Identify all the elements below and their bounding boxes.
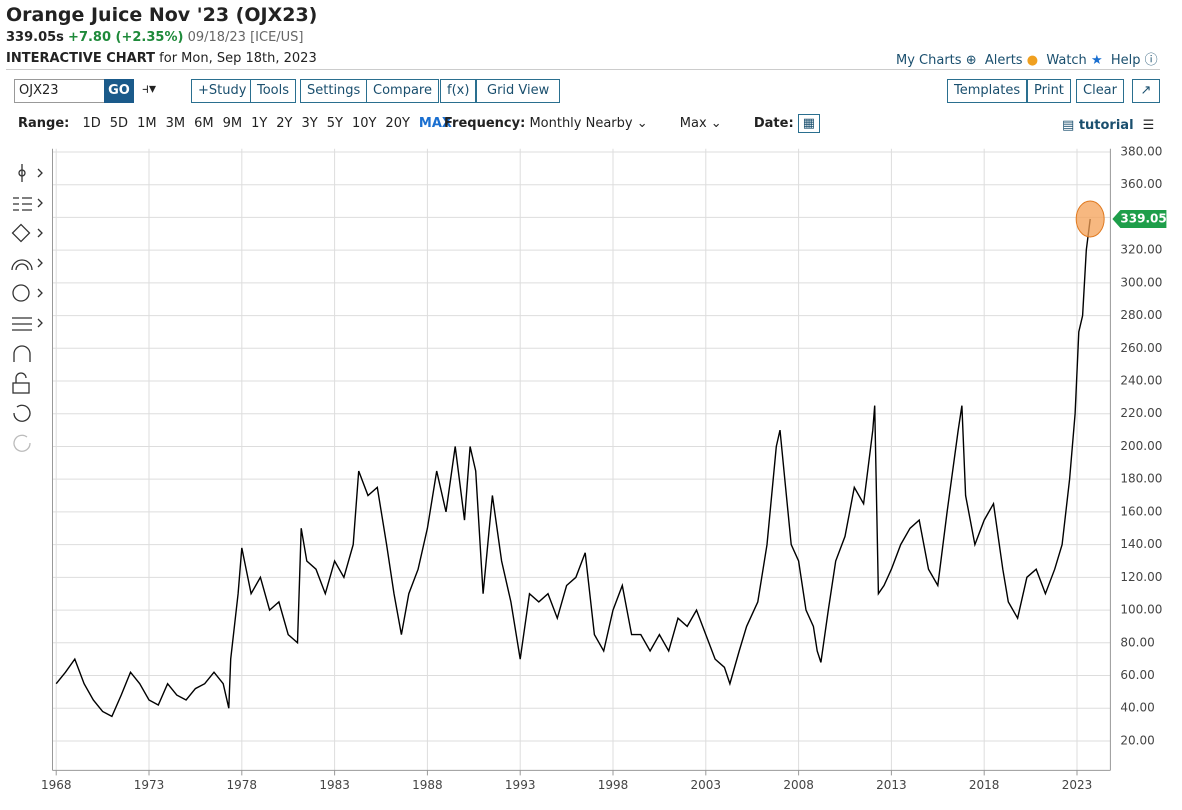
go-button[interactable]: GO [104,79,134,103]
range-option[interactable]: 2Y [276,116,293,131]
last-price-label: 339.05 [1120,211,1166,225]
y-tick-label: 40.00 [1120,701,1154,715]
range-label: Range: [18,116,70,131]
y-tick-label: 80.00 [1120,635,1154,649]
tool-icons [11,164,43,452]
button[interactable]: Clear [1076,79,1124,103]
y-tick-label: 120.00 [1120,570,1162,584]
button[interactable]: Tools [250,79,297,103]
x-tick-label: 1988 [412,778,443,792]
x-tick-label: 1978 [227,778,258,792]
range-option[interactable]: 5Y [326,116,343,131]
button[interactable]: Settings [300,79,368,103]
range-option[interactable]: 1M [137,116,157,131]
button[interactable]: Compare [366,79,439,103]
button[interactable]: +Study [191,79,254,103]
link[interactable]: Alerts [984,53,1023,68]
date-label: Date: [753,116,794,131]
tutorial[interactable]: ▤ tutorial ☰ [1062,118,1155,133]
y-tick-label: 100.00 [1120,603,1162,617]
x-tick-label: 2008 [783,778,814,792]
range-option[interactable]: 20Y [385,116,410,131]
frequency-select[interactable]: Monthly Nearby [529,116,633,131]
x-tick-label: 2018 [969,778,1000,792]
button[interactable]: Grid View [476,79,561,103]
x-tick-label: 1998 [598,778,629,792]
chart-date: for Mon, Sep 18th, 2023 [159,51,317,66]
y-tick-label: 220.00 [1120,406,1162,420]
range-bar: Range: 1D 5D 1M 3M 6M 9M 1Y 2Y 3Y 5Y 10Y 20Y MAX [18,116,452,131]
link[interactable]: Help [1110,53,1141,68]
x-tick-label: 1983 [319,778,350,792]
x-tick-label: 1973 [134,778,165,792]
divider [6,69,1160,70]
range-option[interactable]: 1D [82,116,101,131]
frequency: Frequency: Monthly Nearby ⌄ Max ⌄ Date: … [444,114,821,133]
link[interactable]: Watch [1046,53,1087,68]
y-tick-label: 320.00 [1120,243,1162,257]
y-tick-label: 300.00 [1120,275,1162,289]
button[interactable]: Templates [947,79,1028,103]
y-tick-label: 60.00 [1120,668,1154,682]
range-option[interactable]: 1Y [251,116,268,131]
change: +7.80 (+2.35%) [68,30,184,45]
y-tick-label: 160.00 [1120,504,1162,518]
quote: 339.05s +7.80 (+2.35%) 09/18/23 [ICE/US] [6,30,304,45]
y-tick-label: 20.00 [1120,733,1154,747]
chart: 20.00 40.00 60.00 80.00 100.00 120.00 140.00 16… [41,144,1167,792]
symbol-input[interactable]: OJX23 [14,79,110,103]
range-option[interactable]: 9M [222,116,243,131]
last-price-box [1112,209,1167,228]
max-select[interactable]: Max [679,116,707,131]
y-tick-label: 380.00 [1120,144,1162,158]
y-tick-label: 360.00 [1120,177,1162,191]
tutorial-label: tutorial [1078,118,1134,133]
title: Orange Juice Nov '23 (OJX23) [6,4,318,26]
quote-info: 09/18/23 [ICE/US] [187,30,304,45]
price: 339.05s [6,30,64,45]
y-tick-label: 260.00 [1120,341,1162,355]
button[interactable]: Print [1027,79,1071,103]
x-tick-label: 1968 [41,778,72,792]
y-tick-label: 240.00 [1120,374,1162,388]
button[interactable]: f(x) [440,79,477,103]
x-tick-label: 2013 [876,778,907,792]
highlight [1075,200,1105,238]
range-option[interactable]: 6M [194,116,214,131]
y-tick-label: 200.00 [1120,439,1162,453]
frequency-label: Frequency: [444,116,526,131]
chart-type[interactable]: ⫞▾ [142,81,157,97]
y-tick-label: 280.00 [1120,308,1162,322]
price-line [55,218,1091,718]
y-tick-label: 180.00 [1120,472,1162,486]
links: My Charts ⊕ Alerts ● Watch ★ Help ⓘ [896,53,1158,68]
calendar[interactable]: ▦ [797,114,821,133]
expand-button[interactable]: ↗ [1132,79,1160,103]
x-tick-label: 2023 [1062,778,1093,792]
y-tick-label: 140.00 [1120,537,1162,551]
range-option[interactable]: 3M [165,116,186,131]
x-tick-label: 2003 [691,778,722,792]
chart-heading: INTERACTIVE CHART for Mon, Sep 18th, 202… [6,51,317,66]
range-option[interactable]: MAX [418,116,452,131]
x-tick-label: 1993 [505,778,536,792]
chart-label: INTERACTIVE CHART [6,51,156,66]
range-option[interactable]: 10Y [351,116,377,131]
link[interactable]: My Charts [896,53,962,68]
range-option[interactable]: 3Y [301,116,318,131]
range-option[interactable]: 5D [109,116,129,131]
